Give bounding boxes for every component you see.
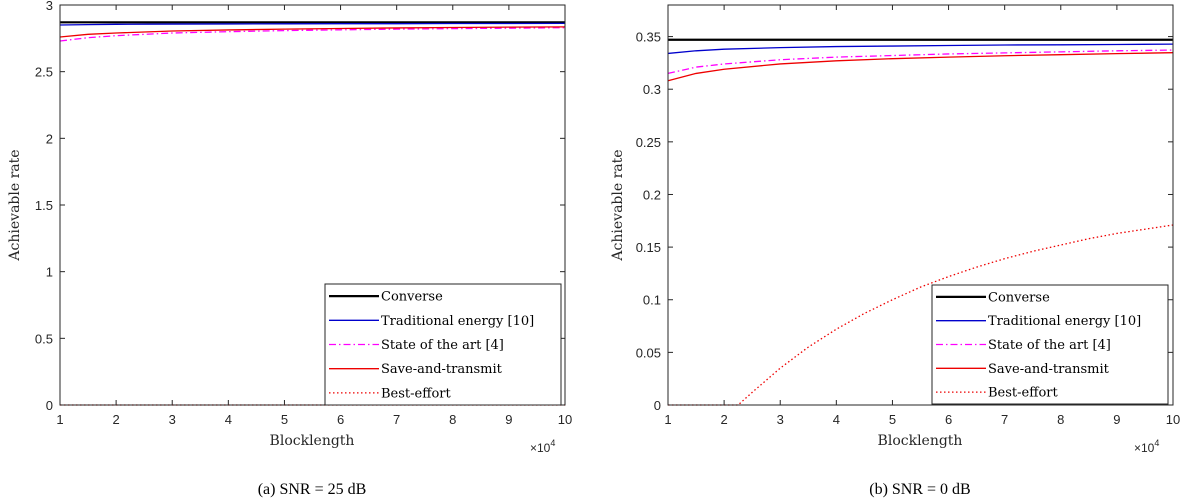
y-tick-label: 0.5 [35, 331, 53, 346]
series-line-save-and-transmit [59, 26, 566, 38]
series-lines [667, 38, 1174, 406]
series-line-state-of-the-art-4 [667, 49, 1174, 75]
x-tick-label: 4 [833, 412, 840, 427]
legend: Converse Traditional energy [10] State of … [324, 283, 562, 406]
x-tick-label: 8 [1057, 412, 1064, 427]
x-tick-label: 5 [281, 412, 288, 427]
legend-label: Converse [988, 290, 1050, 305]
y-tick-label: 2.5 [35, 65, 53, 80]
x-tick-label: 1 [664, 412, 671, 427]
plot-frame [59, 4, 566, 406]
y-tick-label: 3 [46, 0, 53, 13]
chart-panel-a: 1 2 3 4 5 6 7 8 9 10 0 0.5 1 1.5 2 2.5 3 Blocklength Ac… [7, 0, 572, 498]
y-tick-labels: 0 0.5 1 1.5 2 2.5 3 [35, 0, 53, 413]
legend-label: State of the art [4] [988, 338, 1111, 353]
plot-frame [667, 4, 1174, 406]
y-tick-label: 0.25 [636, 135, 661, 150]
y-tick-label: 0.35 [636, 30, 661, 45]
x-tick-label: 8 [449, 412, 456, 427]
y-tick-label: 2 [46, 131, 53, 146]
legend-label: Save-and-transmit [381, 362, 503, 377]
x-tick-labels: 1 2 3 4 5 6 7 8 9 10 [664, 412, 1180, 427]
y-tick-label: 1 [46, 265, 53, 280]
y-tick-label: 0 [654, 398, 661, 413]
caption: (a) SNR = 25 dB [258, 481, 367, 498]
y-tick-label: 0.05 [636, 345, 661, 360]
x-tick-label: 10 [558, 412, 572, 427]
y-tick-label: 0 [46, 398, 53, 413]
legend-label: Converse [381, 290, 443, 305]
x-tick-label: 6 [945, 412, 952, 427]
series-line-best-effort [668, 224, 1174, 406]
x-tick-label: 4 [225, 412, 232, 427]
chart-panel-b: 1 2 3 4 5 6 7 8 9 10 0 0.05 0.1 0.15 0.2 0.25 0.3 0.35 B… [610, 4, 1180, 498]
x-tick-label: 7 [1001, 412, 1008, 427]
series-line-save-and-transmit [667, 52, 1174, 82]
caption: (b) SNR = 0 dB [869, 481, 970, 498]
x-multiplier: ×104 [530, 438, 555, 455]
y-axis-label: Achievable rate [7, 149, 23, 261]
legend: Converse Traditional energy [10] State of … [931, 284, 1169, 405]
legend-label: Traditional energy [10] [381, 314, 534, 329]
x-tick-labels: 1 2 3 4 5 6 7 8 9 10 [56, 412, 572, 427]
y-tick-label: 1.5 [35, 198, 53, 213]
x-multiplier: ×104 [1134, 438, 1159, 455]
legend-label: Traditional energy [10] [988, 314, 1141, 329]
y-axis-label: Achievable rate [610, 149, 626, 261]
legend-label: State of the art [4] [381, 338, 504, 353]
legend-label: Best-effort [381, 386, 452, 401]
x-axis-label: Blocklength [878, 433, 963, 449]
y-tick-labels: 0 0.05 0.1 0.15 0.2 0.25 0.3 0.35 [636, 30, 661, 413]
x-tick-label: 10 [1166, 412, 1180, 427]
y-tick-label: 0.3 [643, 82, 661, 97]
x-tick-label: 6 [337, 412, 344, 427]
series-line-traditional-energy-10 [59, 22, 566, 26]
y-tick-label: 0.1 [643, 293, 661, 308]
x-tick-label: 7 [393, 412, 400, 427]
legend-label: Best-effort [988, 386, 1059, 401]
y-tick-label: 0.2 [643, 187, 661, 202]
x-tick-label: 9 [505, 412, 512, 427]
legend-label: Save-and-transmit [988, 362, 1110, 377]
x-tick-label: 2 [720, 412, 727, 427]
x-tick-label: 5 [889, 412, 896, 427]
y-tick-label: 0.15 [636, 240, 661, 255]
x-tick-label: 3 [777, 412, 784, 427]
x-tick-label: 2 [112, 412, 119, 427]
x-axis-label: Blocklength [270, 433, 355, 449]
x-tick-label: 3 [169, 412, 176, 427]
series-line-traditional-energy-10 [667, 43, 1174, 55]
x-tick-label: 9 [1113, 412, 1120, 427]
series-line-state-of-the-art-4 [59, 27, 566, 42]
x-tick-label: 1 [56, 412, 63, 427]
